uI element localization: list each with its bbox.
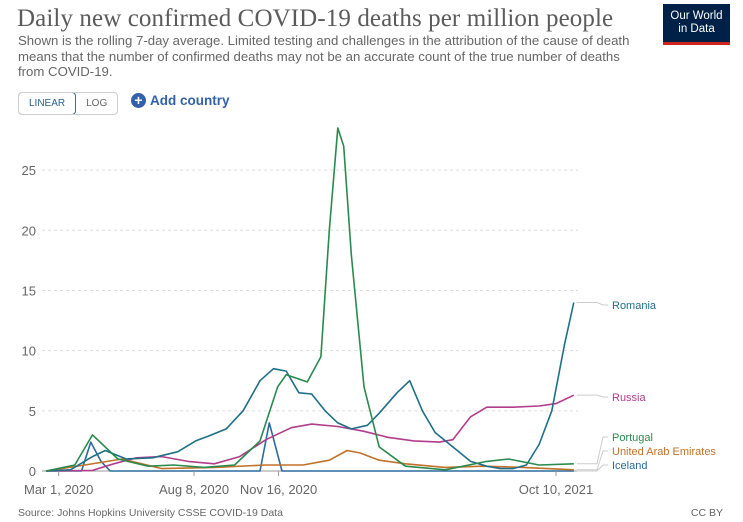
label-connector (576, 450, 608, 471)
x-axis: Mar 1, 2020 Aug 8, 2020 Nov 16, 2020 Oct 10… (24, 471, 593, 497)
scale-toggle: LINEAR LOG (18, 92, 119, 115)
license-link[interactable]: CC BY (690, 507, 723, 519)
x-tick-label: Aug 8, 2020 (159, 482, 229, 497)
plus-icon: + (131, 93, 146, 108)
series-label-romania: Romania (612, 300, 657, 312)
y-tick-label: 10 (22, 344, 36, 359)
y-tick-label: 15 (22, 283, 36, 298)
chart-legend: Romania Russia Portugal United Arab Emirate… (576, 300, 716, 472)
y-tick-label: 25 (22, 163, 36, 178)
series-label-russia: Russia (612, 392, 647, 404)
chart-grid: 0 5 10 15 20 25 (22, 163, 578, 479)
chart-title: Daily new confirmed COVID-19 deaths per … (17, 5, 614, 32)
x-tick-label: Mar 1, 2020 (24, 482, 93, 497)
logo-line-1: Our World (670, 10, 723, 22)
linear-scale-button[interactable]: LINEAR (19, 93, 77, 114)
label-connector (576, 436, 608, 465)
series-label-portugal: Portugal (612, 432, 653, 444)
log-scale-button[interactable]: LOG (86, 98, 108, 109)
label-connector (576, 394, 608, 398)
series-line-romania (45, 302, 575, 472)
chart-subtitle: Shown is the rolling 7-day average. Limi… (18, 33, 630, 79)
series-line-portugal (45, 127, 574, 472)
owid-logo[interactable]: Our World in Data (663, 4, 730, 45)
line-chart: 0 5 10 15 20 25 Romania Russia Portugal United A… (22, 127, 716, 497)
label-connector (576, 302, 608, 306)
series-line-iceland (46, 422, 574, 472)
series-label-iceland: Iceland (612, 460, 647, 472)
label-connector (576, 464, 608, 472)
x-tick-label: Nov 16, 2020 (240, 482, 317, 497)
x-tick-label: Oct 10, 2021 (519, 482, 593, 497)
y-tick-label: 20 (22, 223, 36, 238)
y-tick-label: 5 (29, 404, 36, 419)
chart-series (45, 127, 575, 472)
logo-line-2: in Data (678, 23, 715, 35)
source-note: Source: Johns Hopkins University CSSE CO… (18, 507, 283, 519)
add-country-button[interactable]: + Add country (131, 93, 230, 108)
series-label-united-arab-emirates: United Arab Emirates (612, 446, 716, 458)
y-tick-label: 0 (29, 464, 36, 479)
add-country-label: Add country (150, 93, 230, 108)
